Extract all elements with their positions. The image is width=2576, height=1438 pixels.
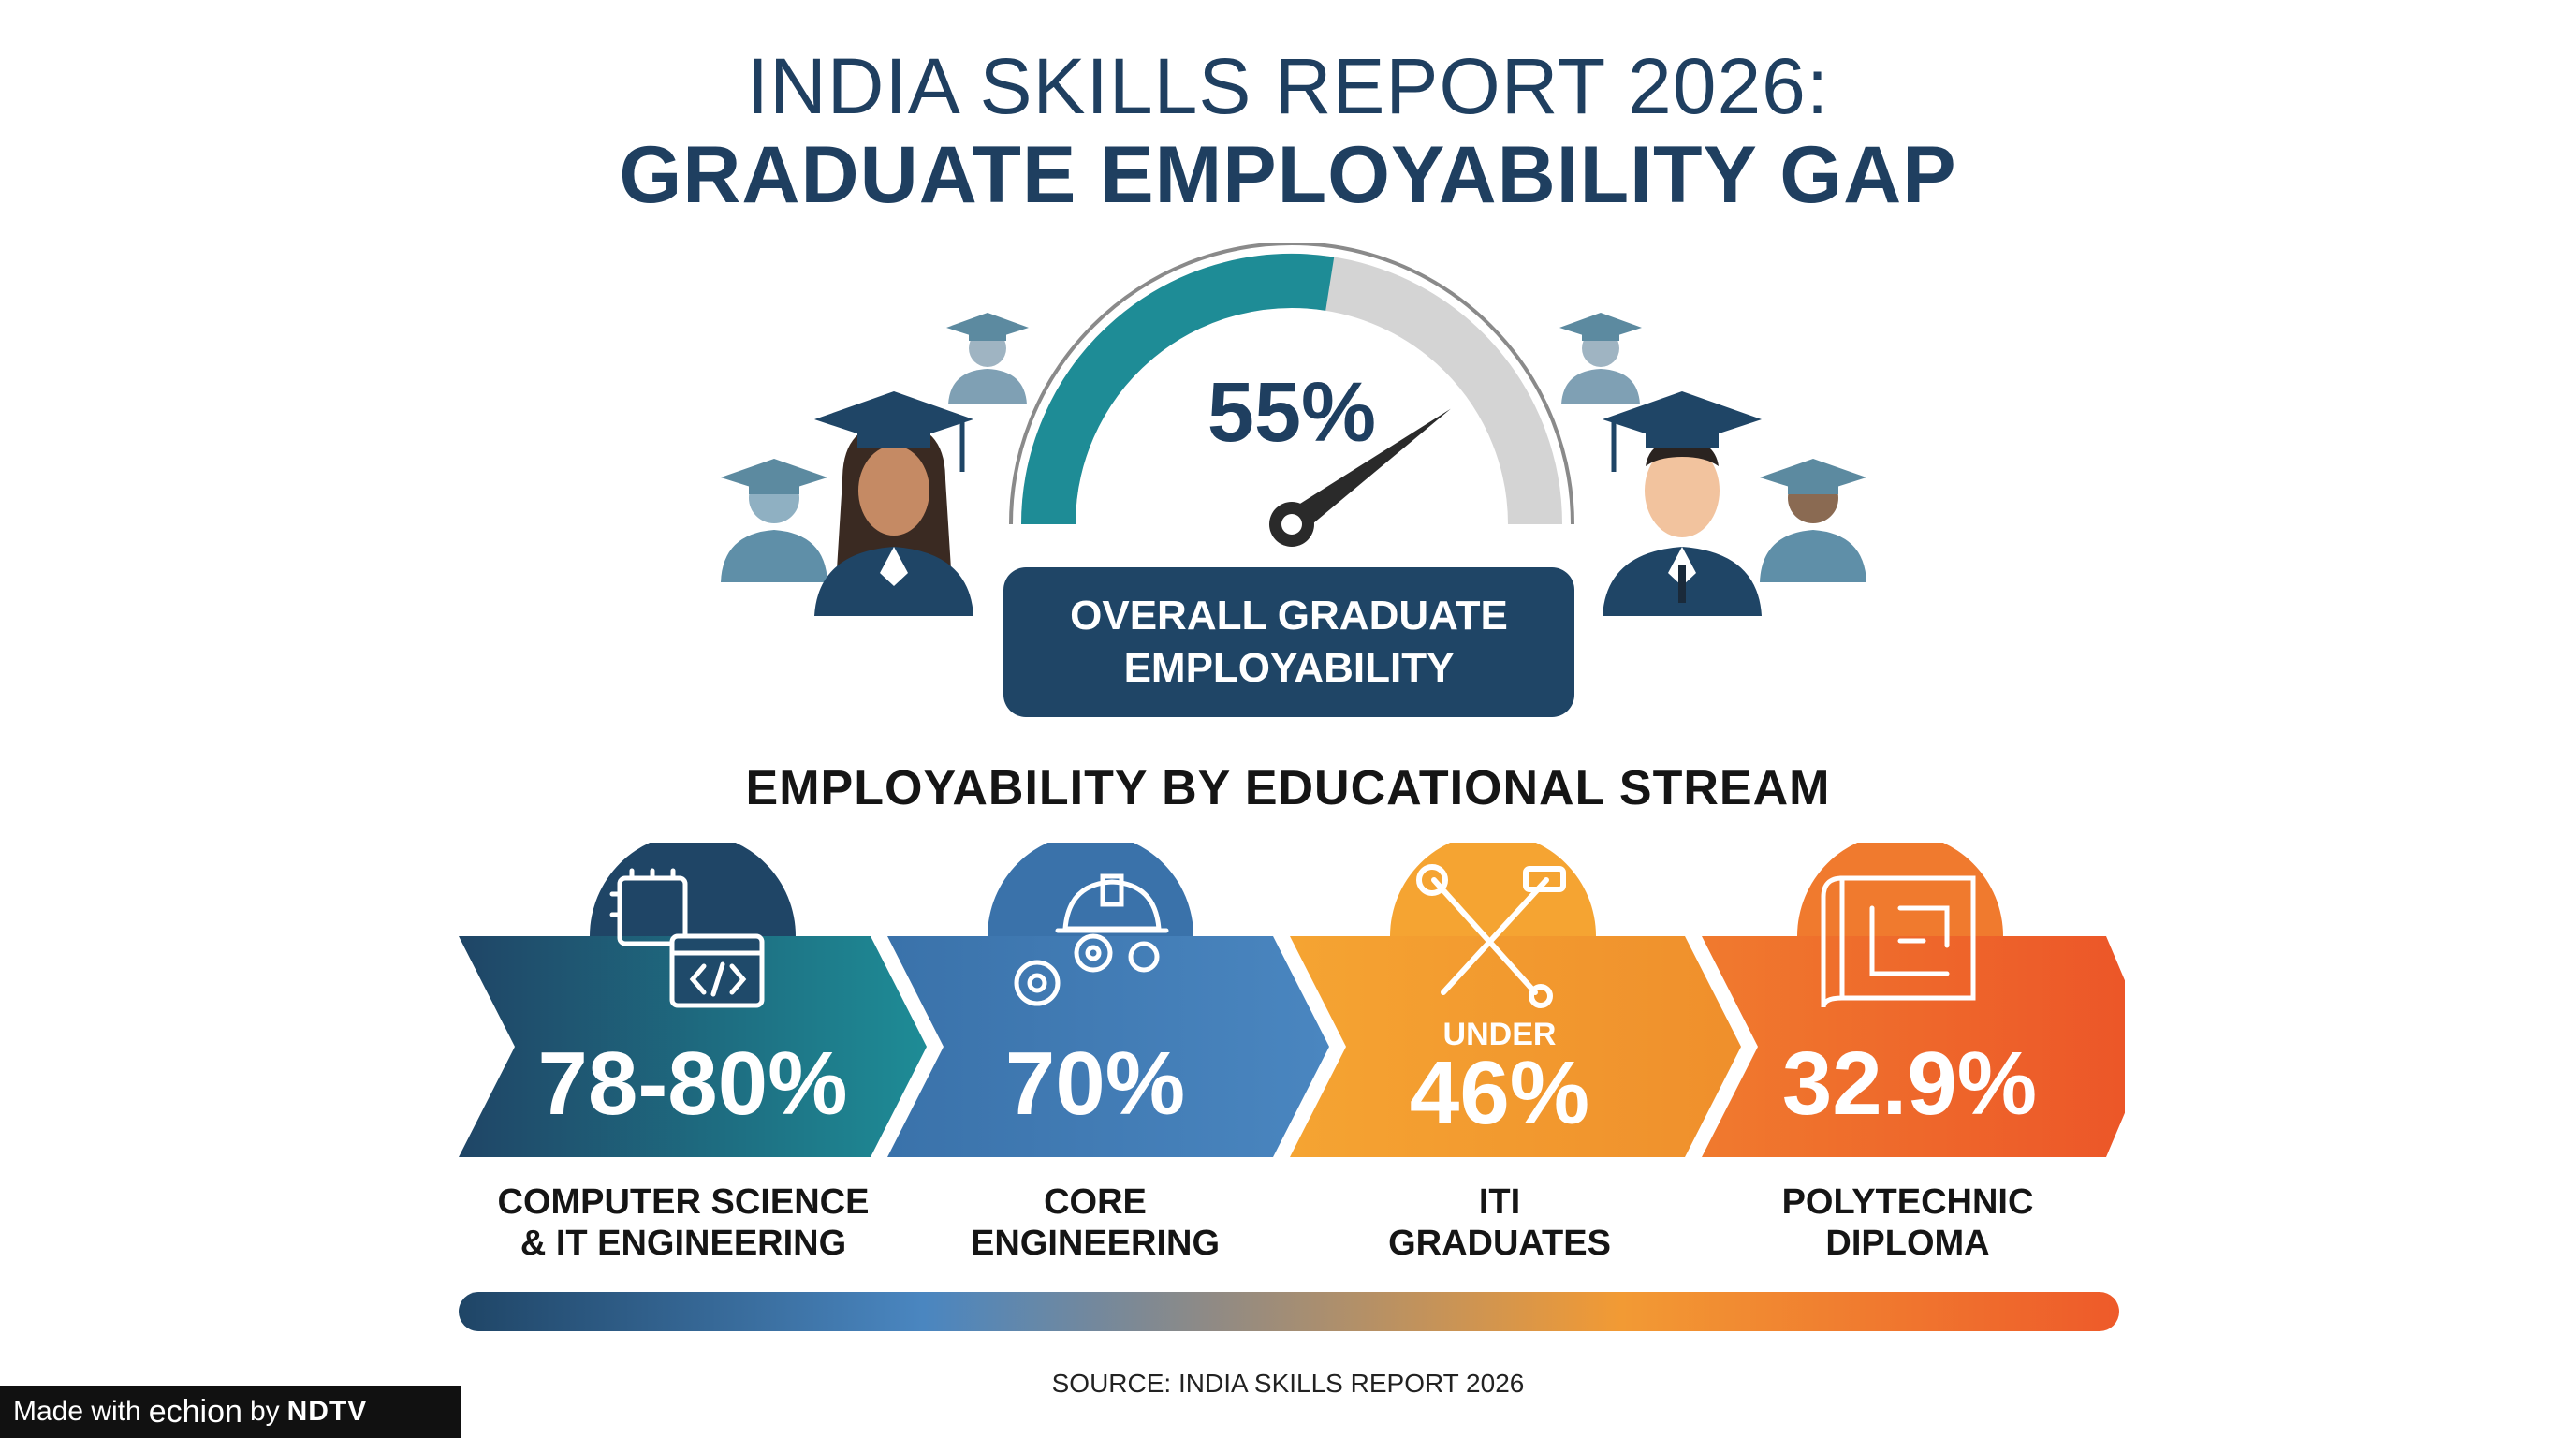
stream-label-polytechnic: POLYTECHNIC DIPLOMA: [1702, 1181, 2114, 1264]
stream-label-core-eng: CORE ENGINEERING: [889, 1181, 1301, 1264]
stream-label-line1: POLYTECHNIC: [1781, 1182, 2034, 1222]
gauge-outline: [1009, 243, 1574, 525]
stream-label-line2: & IT ENGINEERING: [520, 1224, 847, 1263]
stream-label-line1: ITI: [1478, 1182, 1521, 1222]
employability-gauge: [1009, 243, 1574, 547]
watermark-owner: NDTV: [286, 1396, 368, 1427]
stream-label-iti: ITI GRADUATES: [1294, 1181, 1705, 1264]
graduate-icon: [1760, 459, 1866, 582]
stream-value-core-eng: 70%: [1004, 1034, 1186, 1134]
wrench-hammer-icon: [1416, 864, 1566, 1008]
stream-label-cs-it: COMPUTER SCIENCE & IT ENGINEERING: [477, 1181, 889, 1264]
stream-label-line2: DIPLOMA: [1825, 1224, 1990, 1263]
blueprint-icon: [1821, 875, 1976, 1008]
section-title: EMPLOYABILITY BY EDUCATIONAL STREAM: [745, 761, 1831, 815]
stream-arrow-1: [459, 936, 927, 1157]
stream-value-cs-it: 78-80%: [537, 1034, 848, 1134]
stream-arrow-4: [1702, 936, 2125, 1157]
stream-qualifier-iti: UNDER: [1442, 1017, 1557, 1052]
watermark-brand: echion: [148, 1393, 242, 1430]
overall-caption-line2: EMPLOYABILITY: [1123, 645, 1455, 691]
stream-label-line2: ENGINEERING: [970, 1224, 1221, 1263]
overall-caption-line1: OVERALL GRADUATE: [1070, 593, 1508, 638]
watermark-by: by: [249, 1396, 280, 1427]
stream-label-line2: GRADUATES: [1388, 1224, 1611, 1263]
page-title-line2: GRADUATE EMPLOYABILITY GAP: [619, 130, 1957, 220]
graduate-icon: [1559, 313, 1642, 404]
stream-label-line1: COMPUTER SCIENCE: [497, 1182, 870, 1222]
stream-arrow-3: [1290, 936, 1741, 1157]
watermark-prefix: Made with: [13, 1396, 141, 1427]
page-title-line1: INDIA SKILLS REPORT 2026:: [746, 42, 1830, 130]
stream-label-line1: CORE: [1044, 1182, 1147, 1222]
chip-code-window-icon: [609, 868, 765, 1008]
gauge-pivot-center: [1281, 514, 1302, 535]
gauge-needle: [1283, 408, 1451, 536]
gradient-bar: [459, 1292, 2119, 1331]
stream-value-iti: 46%: [1409, 1043, 1590, 1143]
stream-arrows: [459, 843, 2125, 1157]
stream-arrow-2: [887, 936, 1329, 1157]
watermark[interactable]: Made with echion by NDTV: [0, 1386, 461, 1438]
hardhat-gears-icon: [1014, 873, 1169, 1006]
stream-value-polytechnic: 32.9%: [1781, 1034, 2038, 1134]
graduate-icon: [946, 313, 1029, 404]
overall-employability-badge: OVERALL GRADUATE EMPLOYABILITY: [1003, 567, 1574, 717]
graduate-icon: [1603, 391, 1762, 616]
source-note: SOURCE: INDIA SKILLS REPORT 2026: [1051, 1369, 1525, 1398]
gauge-fill: [1021, 254, 1335, 525]
gauge-value: 55%: [1207, 366, 1377, 460]
graduate-icon: [721, 459, 827, 582]
graduate-icon: [814, 391, 973, 616]
